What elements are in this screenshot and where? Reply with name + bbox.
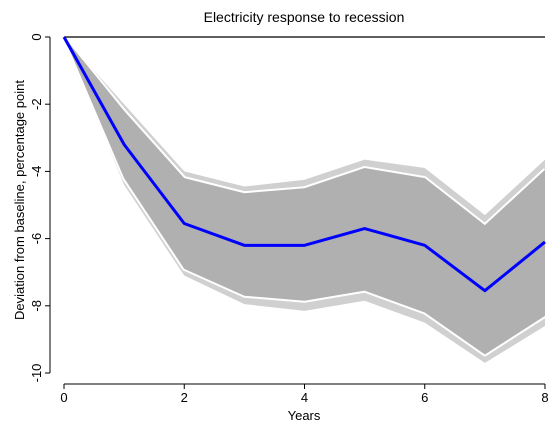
y-tick-label: -10 [29,364,44,383]
point-estimate-line [62,36,546,293]
x-axis-label: Years [288,408,321,423]
x-tick-label: 8 [541,390,548,405]
y-tick-label: -2 [29,98,44,110]
plot-area [62,35,547,363]
y-tick-label: -4 [29,166,44,178]
x-tick-label: 4 [301,390,308,405]
chart-title: Electricity response to recession [204,9,405,25]
y-axis-label: Deviation from baseline, percentage poin… [12,80,27,320]
axes: 0 -2 -4 -6 -8 -10 0 2 4 6 8 [29,33,549,405]
inner-confidence-band [64,37,545,355]
x-tick-label: 0 [60,390,67,405]
x-tick-label: 6 [421,390,428,405]
y-tick-label: 0 [29,33,44,40]
y-tick-label: -6 [29,233,44,245]
y-tick-label: -8 [29,300,44,312]
x-tick-label: 2 [181,390,188,405]
